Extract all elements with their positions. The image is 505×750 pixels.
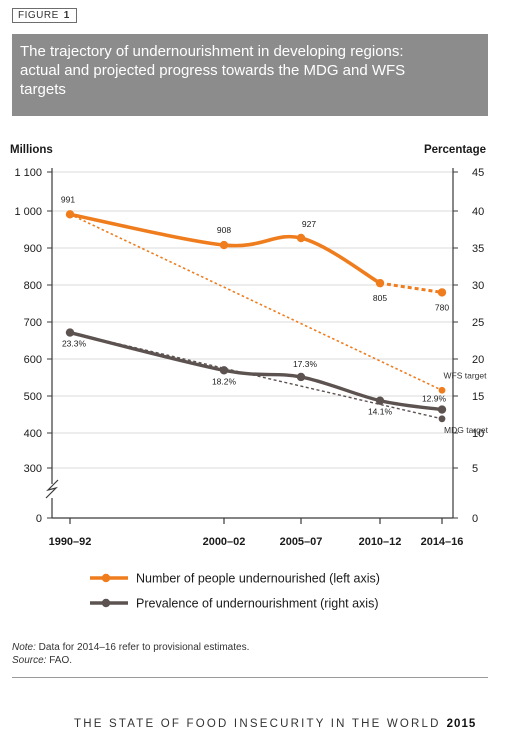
prevalence-data-label: 18.2% bbox=[212, 376, 237, 386]
left-tick-label: 500 bbox=[24, 391, 42, 403]
right-tick-label: 5 bbox=[472, 463, 478, 475]
left-axis-title: Millions bbox=[10, 144, 53, 156]
right-tick-label: 35 bbox=[472, 243, 484, 255]
left-tick-label: 700 bbox=[24, 317, 42, 329]
wfs-target-label: WFS target bbox=[444, 370, 488, 380]
undernourished-point bbox=[375, 278, 385, 288]
running-footer: THE STATE OF FOOD INSECURITY IN THE WORL… bbox=[74, 718, 476, 730]
right-tick-label: 0 bbox=[472, 513, 478, 525]
undernourished-point bbox=[296, 233, 306, 243]
left-tick-label: 800 bbox=[24, 280, 42, 292]
wfs-target-point bbox=[438, 386, 446, 394]
note-text: Data for 2014–16 refer to provisional es… bbox=[35, 642, 250, 653]
legend-undernourished-marker bbox=[101, 573, 111, 583]
right-tick-label: 30 bbox=[472, 280, 484, 292]
mdg-target-label: MDG target bbox=[444, 425, 489, 435]
left-tick-label: 1 100 bbox=[14, 167, 42, 179]
figure-tag: FIGURE 1 bbox=[12, 8, 77, 23]
left-tick-label: 400 bbox=[24, 428, 42, 440]
note-label: Note: bbox=[12, 642, 36, 653]
legend-prevalence-label: Prevalence of undernourishment (right ax… bbox=[136, 597, 378, 611]
left-tick-label: 1 000 bbox=[14, 206, 42, 218]
right-tick-label: 10 bbox=[472, 428, 484, 440]
left-tick-label: 0 bbox=[36, 513, 42, 525]
right-tick-label: 45 bbox=[472, 167, 484, 179]
figure-number: 1 bbox=[63, 10, 70, 21]
wfs-target-line bbox=[69, 213, 443, 391]
right-tick-label: 40 bbox=[472, 206, 484, 218]
series-prevalence-line bbox=[68, 330, 444, 412]
x-tick-label: 1990–92 bbox=[49, 536, 92, 548]
prevalence-point bbox=[219, 366, 229, 375]
right-tick-label: 15 bbox=[472, 391, 484, 403]
prevalence-point bbox=[296, 372, 306, 382]
prevalence-point bbox=[437, 405, 447, 414]
undernourished-data-label: 805 bbox=[373, 293, 387, 303]
left-tick-label: 300 bbox=[24, 463, 42, 475]
undernourished-point bbox=[219, 240, 229, 250]
legend-prevalence-marker bbox=[101, 598, 111, 608]
running-footer-text: THE STATE OF FOOD INSECURITY IN THE WORL… bbox=[74, 718, 441, 730]
series-undernourished-projection bbox=[379, 281, 443, 294]
legend-undernourished-label: Number of people undernourished (left ax… bbox=[136, 572, 380, 586]
right-tick-label: 25 bbox=[472, 317, 484, 329]
undernourished-data-label: 927 bbox=[302, 219, 316, 229]
mdg-target-point bbox=[438, 415, 446, 423]
figure-tag-label: FIGURE bbox=[18, 10, 59, 21]
right-tick-label: 20 bbox=[472, 354, 484, 366]
source-line: Source: FAO. bbox=[12, 654, 249, 667]
prevalence-data-label: 17.3% bbox=[293, 359, 318, 369]
prevalence-point bbox=[375, 396, 385, 405]
undernourished-point bbox=[65, 210, 75, 219]
left-tick-label: 600 bbox=[24, 354, 42, 366]
chart-title-box: The trajectory of undernourishment in de… bbox=[12, 34, 488, 116]
x-tick-label: 2000–02 bbox=[203, 536, 246, 548]
x-tick-label: 2014–16 bbox=[421, 536, 464, 548]
chart-title-line-1: The trajectory of undernourishment in de… bbox=[20, 43, 404, 60]
line-chart: Millions Percentage 1 100 45 1 000 40 900 35 800… bbox=[10, 144, 489, 611]
undernourished-data-label: 780 bbox=[435, 302, 449, 312]
series-undernourished-line bbox=[68, 212, 382, 285]
footer-note: Note: Data for 2014–16 refer to provisio… bbox=[12, 641, 249, 667]
undernourished-data-label: 991 bbox=[61, 194, 75, 204]
prevalence-data-label: 12.9% bbox=[422, 394, 447, 404]
note-line: Note: Data for 2014–16 refer to provisio… bbox=[12, 641, 249, 654]
chart-title-line-3: targets bbox=[20, 81, 66, 98]
source-label: Source: bbox=[12, 655, 47, 666]
undernourished-data-label: 908 bbox=[217, 225, 231, 235]
running-footer-year: 2015 bbox=[446, 718, 477, 730]
footer-rule bbox=[12, 677, 488, 678]
prevalence-data-label: 23.3% bbox=[62, 339, 87, 349]
prevalence-data-label: 14.1% bbox=[368, 407, 393, 417]
source-text: FAO. bbox=[46, 655, 73, 666]
prevalence-point bbox=[65, 328, 75, 337]
left-tick-label: 900 bbox=[24, 243, 42, 255]
x-tick-label: 2005–07 bbox=[280, 536, 323, 548]
chart-title-line-2: actual and projected progress towards th… bbox=[20, 62, 406, 79]
right-axis-title: Percentage bbox=[424, 144, 486, 156]
undernourished-point bbox=[437, 288, 447, 297]
axis-break-mark bbox=[45, 479, 59, 499]
x-tick-label: 2010–12 bbox=[359, 536, 402, 548]
